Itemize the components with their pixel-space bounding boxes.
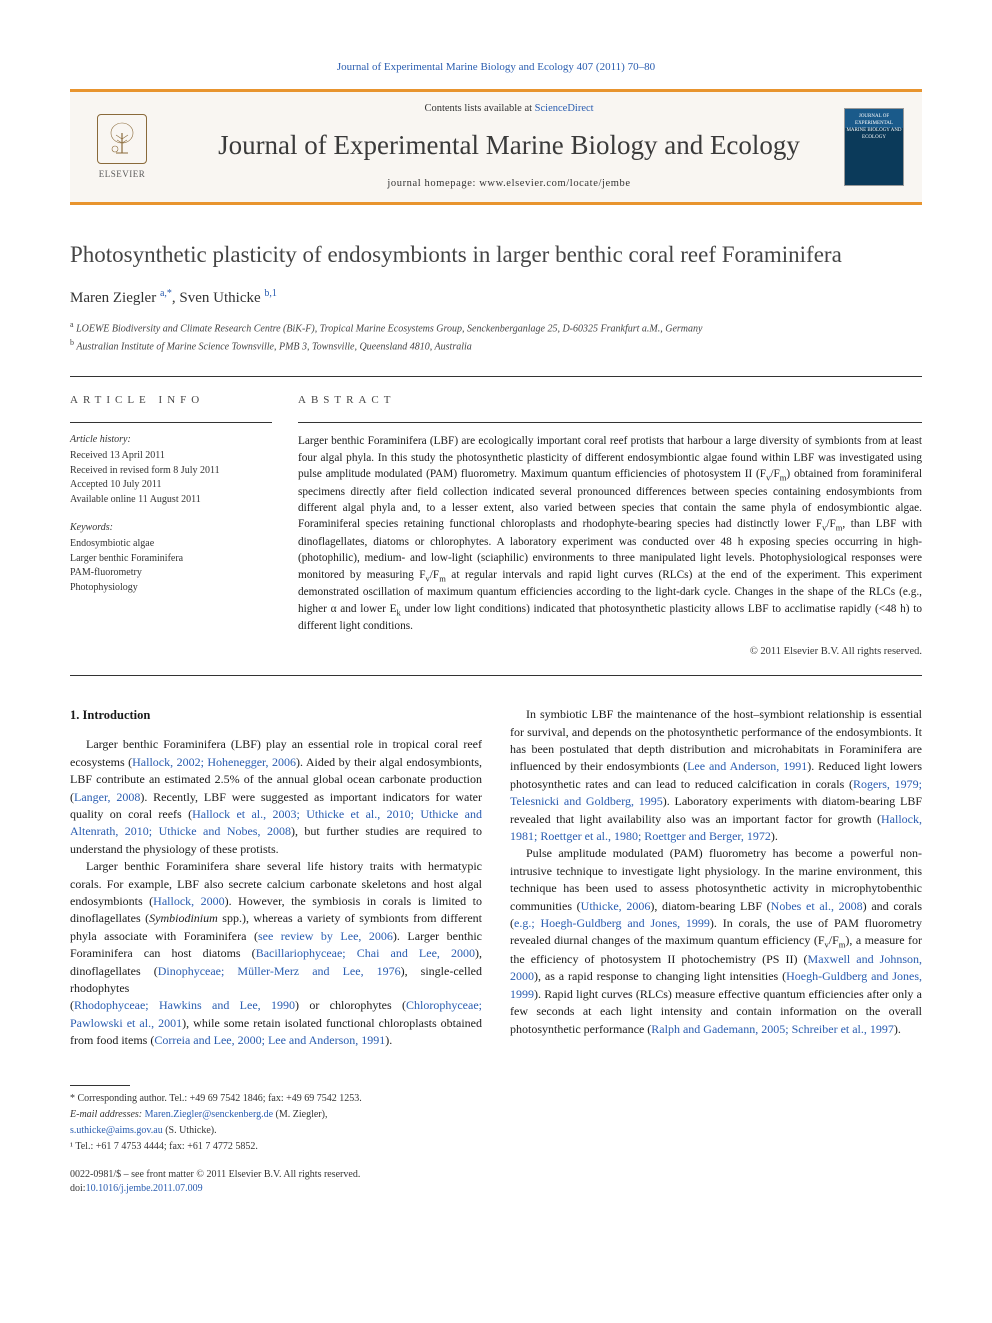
contents-prefix: Contents lists available at (424, 103, 534, 114)
email-addresses-2: s.uthicke@aims.gov.au (S. Uthicke). (70, 1124, 922, 1138)
keyword-item: Photophysiology (70, 581, 272, 596)
abstract-heading: ABSTRACT (298, 393, 922, 408)
abstract-text: Larger benthic Foraminifera (LBF) are ec… (298, 433, 922, 634)
journal-name: Journal of Experimental Marine Biology a… (174, 127, 844, 165)
keyword-item: PAM-fluorometry (70, 566, 272, 581)
keyword-item: Larger benthic Foraminifera (70, 552, 272, 567)
corresponding-author: * Corresponding author. Tel.: +49 69 754… (70, 1092, 922, 1106)
emails-label: E-mail addresses: (70, 1109, 145, 1120)
email-link-1[interactable]: Maren.Ziegler@senckenberg.de (145, 1109, 273, 1120)
history-item: Received in revised form 8 July 2011 (70, 464, 272, 479)
section-heading-intro: 1. Introduction (70, 706, 482, 724)
email-who-1: (M. Ziegler), (273, 1109, 327, 1120)
email-who-2: (S. Uthicke). (163, 1125, 217, 1136)
body-paragraph: Pulse amplitude modulated (PAM) fluorome… (510, 845, 922, 1038)
affil-text: Australian Institute of Marine Science T… (76, 341, 471, 352)
doi-prefix: doi: (70, 1183, 86, 1194)
authors: Maren Ziegler a,*, Sven Uthicke b,1 (70, 287, 922, 309)
body-paragraph: Larger benthic Foraminifera share severa… (70, 858, 482, 997)
email-link-2[interactable]: s.uthicke@aims.gov.au (70, 1125, 163, 1136)
history-item: Received 13 April 2011 (70, 449, 272, 464)
abstract-divider (298, 422, 922, 423)
abstract-copyright: © 2011 Elsevier B.V. All rights reserved… (298, 645, 922, 660)
article-info-col: ARTICLE INFO Article history: Received 1… (70, 377, 272, 659)
email-addresses: E-mail addresses: Maren.Ziegler@senckenb… (70, 1108, 922, 1122)
info-divider (70, 422, 272, 423)
masthead: ELSEVIER Contents lists available at Sci… (70, 89, 922, 204)
issn-line: 0022-0981/$ – see front matter © 2011 El… (70, 1168, 922, 1182)
affil-text: LOEWE Biodiversity and Climate Research … (76, 324, 702, 335)
homepage-prefix: journal homepage: (387, 178, 479, 189)
elsevier-tree-icon (97, 114, 147, 164)
publisher-logo: ELSEVIER (88, 108, 156, 186)
footnote-rule (70, 1085, 130, 1086)
history-item: Accepted 10 July 2011 (70, 478, 272, 493)
article-title: Photosynthetic plasticity of endosymbion… (70, 241, 922, 270)
doi-line: doi:10.1016/j.jembe.2011.07.009 (70, 1182, 922, 1196)
affiliation-b: b Australian Institute of Marine Science… (70, 337, 922, 354)
keywords-label: Keywords: (70, 521, 272, 535)
abstract-col: ABSTRACT Larger benthic Foraminifera (LB… (298, 377, 922, 659)
doi-link[interactable]: 10.1016/j.jembe.2011.07.009 (86, 1183, 203, 1194)
history-label: Article history: (70, 433, 272, 447)
journal-homepage: journal homepage: www.elsevier.com/locat… (174, 177, 844, 192)
meta-row: ARTICLE INFO Article history: Received 1… (70, 377, 922, 659)
footnote-1: ¹ Tel.: +61 7 4753 4444; fax: +61 7 4772… (70, 1140, 922, 1154)
body-paragraph: (Rhodophyceae; Hawkins and Lee, 1990) or… (70, 997, 482, 1049)
masthead-center: Contents lists available at ScienceDirec… (174, 102, 844, 191)
article-info-heading: ARTICLE INFO (70, 393, 272, 408)
journal-issue-link[interactable]: Journal of Experimental Marine Biology a… (70, 60, 922, 75)
homepage-url[interactable]: www.elsevier.com/locate/jembe (479, 178, 630, 189)
keyword-item: Endosymbiotic algae (70, 537, 272, 552)
footnotes: * Corresponding author. Tel.: +49 69 754… (70, 1077, 922, 1154)
body-columns: 1. Introduction Larger benthic Foraminif… (70, 706, 922, 1049)
journal-cover-thumb: JOURNAL OF EXPERIMENTAL MARINE BIOLOGY A… (844, 108, 904, 186)
publisher-name: ELSEVIER (99, 168, 146, 181)
affiliation-a: a LOEWE Biodiversity and Climate Researc… (70, 319, 922, 336)
affiliations: a LOEWE Biodiversity and Climate Researc… (70, 319, 922, 354)
contents-available-line: Contents lists available at ScienceDirec… (174, 102, 844, 117)
body-paragraph: In symbiotic LBF the maintenance of the … (510, 706, 922, 845)
affil-sup: b (70, 338, 74, 347)
sciencedirect-link[interactable]: ScienceDirect (535, 103, 594, 114)
affil-sup: a (70, 320, 74, 329)
meta-divider-bottom (70, 675, 922, 676)
footer: 0022-0981/$ – see front matter © 2011 El… (70, 1168, 922, 1196)
history-item: Available online 11 August 2011 (70, 493, 272, 508)
body-paragraph: Larger benthic Foraminifera (LBF) play a… (70, 736, 482, 858)
